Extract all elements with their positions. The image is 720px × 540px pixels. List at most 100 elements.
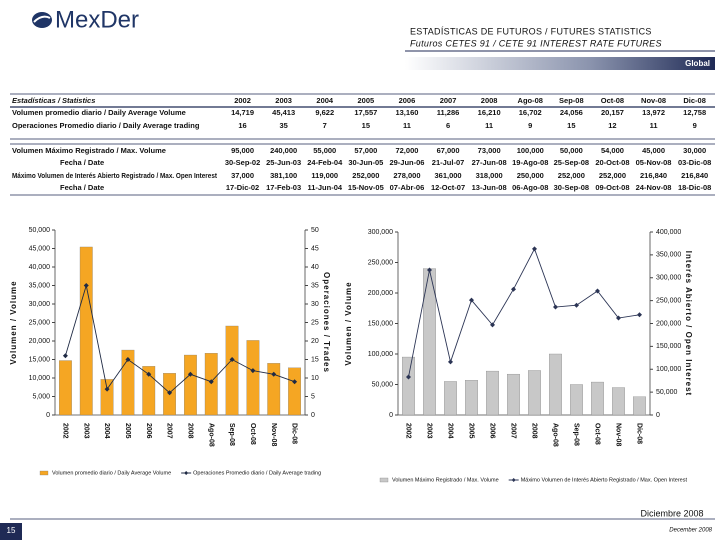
y2-tick-label: 300,000 xyxy=(656,275,681,282)
marker xyxy=(574,302,579,308)
x-tick-label: Dic-08 xyxy=(291,423,298,444)
cell: 73,000 xyxy=(478,146,501,155)
cell: 37,000 xyxy=(231,171,254,180)
line xyxy=(408,247,640,378)
cell: 72,000 xyxy=(395,146,418,155)
page-number: 15 xyxy=(7,526,16,535)
marker xyxy=(448,359,453,365)
y-axis-title: Volumen / Volume xyxy=(344,281,353,365)
cell: 252,000 xyxy=(558,171,585,180)
x-tick-label: Dic-08 xyxy=(636,423,643,444)
cell: 16,702 xyxy=(519,108,542,117)
column-header: 2004 xyxy=(316,96,334,105)
bar xyxy=(486,370,499,416)
marker xyxy=(208,379,214,385)
column-header: Sep-08 xyxy=(559,96,584,105)
legend-label: Volumen promedio diario / Daily Average … xyxy=(52,470,171,476)
legend-swatch xyxy=(39,470,49,476)
marker xyxy=(62,353,68,359)
marker xyxy=(146,371,152,377)
y-tick-label: 15,000 xyxy=(29,356,51,363)
x-tick-label: 2005 xyxy=(124,423,131,439)
y-tick-label: 30,000 xyxy=(29,301,51,308)
x-tick-label: Oct-08 xyxy=(249,423,256,445)
cell: 55,000 xyxy=(313,146,336,155)
cell: 19-Ago-08 xyxy=(512,158,548,167)
y2-tick-label: 200,000 xyxy=(656,320,681,327)
row-label: Fecha / Date xyxy=(60,183,104,192)
row-label: Fecha / Date xyxy=(60,158,104,167)
cell: 252,000 xyxy=(352,171,379,180)
cell: 240,000 xyxy=(270,146,297,155)
legend-swatch xyxy=(379,477,389,483)
cell: 6 xyxy=(446,121,450,130)
legend-label: Volumen Máximo Registrado / Max. Volume xyxy=(392,477,499,483)
y2-tick-label: 10 xyxy=(311,375,319,382)
cell: 20,157 xyxy=(601,108,624,117)
x-tick-label: 2007 xyxy=(166,423,173,439)
cell: 12,758 xyxy=(683,108,706,117)
y-axis-title: Volumen / Volume xyxy=(9,280,18,364)
y-tick-label: 200,000 xyxy=(368,290,393,297)
bar xyxy=(591,381,604,416)
cell: 14,719 xyxy=(231,108,254,117)
x-tick-label: 2006 xyxy=(145,423,152,439)
column-header: Ago-08 xyxy=(518,96,543,105)
x-tick-label: Nov-08 xyxy=(615,423,622,446)
y-tick-label: 40,000 xyxy=(29,264,51,271)
bar xyxy=(528,370,541,416)
y-tick-label: 0 xyxy=(389,412,393,419)
y-tick-label: 5,000 xyxy=(32,393,50,400)
row-label: Máximo Volumen de Interés Abierto Regist… xyxy=(12,171,217,180)
bar xyxy=(100,379,114,416)
y-tick-label: 50,000 xyxy=(29,227,51,234)
bar xyxy=(288,367,301,416)
column-header: 2002 xyxy=(234,96,251,105)
y2-tick-label: 400,000 xyxy=(656,229,681,236)
legend-marker xyxy=(184,471,189,475)
y2-tick-label: 20 xyxy=(311,338,319,345)
y-tick-label: 300,000 xyxy=(368,229,393,236)
cell: 54,000 xyxy=(601,146,624,155)
column-header: Estadísticas / Statistics xyxy=(12,96,95,105)
cell: 95,000 xyxy=(231,146,254,155)
tab: Global xyxy=(685,59,710,68)
cell: 67,000 xyxy=(437,146,460,155)
marker xyxy=(406,374,411,380)
bar xyxy=(267,363,281,416)
cell: 24-Feb-04 xyxy=(307,158,343,167)
cell: 17,557 xyxy=(354,108,377,117)
y-tick-label: 150,000 xyxy=(368,320,393,327)
bar xyxy=(549,353,562,416)
y-tick-label: 100,000 xyxy=(368,351,393,358)
cell: 9,622 xyxy=(315,108,334,117)
marker xyxy=(553,304,558,310)
y-tick-label: 10,000 xyxy=(29,375,51,382)
row-label: Volumen promedio diario / Daily Average … xyxy=(12,108,186,117)
x-tick-label: 2008 xyxy=(187,423,194,439)
bar xyxy=(507,373,520,416)
x-tick-label: Ago-08 xyxy=(207,423,214,447)
cell: 05-Nov-08 xyxy=(636,158,672,167)
cell: 30-Sep-02 xyxy=(225,158,260,167)
y-tick-label: 45,000 xyxy=(29,245,51,252)
y2-tick-label: 0 xyxy=(311,412,315,419)
x-tick-label: Ago-08 xyxy=(552,423,559,447)
cell: 29-Jun-06 xyxy=(389,158,424,167)
marker xyxy=(469,297,474,303)
x-tick-label: Sep-08 xyxy=(573,423,580,446)
marker xyxy=(616,315,621,321)
x-tick-label: Nov-08 xyxy=(270,423,277,446)
bar xyxy=(79,246,93,416)
y2-axis-title: Operaciones / Trades xyxy=(322,272,331,373)
legend-label: Operaciones Promedio diario / Daily Aver… xyxy=(193,470,321,476)
cell: 16,210 xyxy=(478,108,501,117)
cell: 09-Oct-08 xyxy=(595,183,629,192)
legend-label: Máximo Volumen de Interés Abierto Regist… xyxy=(521,477,688,483)
logo-swoosh xyxy=(33,15,51,23)
y2-tick-label: 35 xyxy=(311,282,319,289)
y-tick-label: 0 xyxy=(46,412,50,419)
bar xyxy=(465,380,478,416)
cell: 381,100 xyxy=(270,171,297,180)
y2-tick-label: 350,000 xyxy=(656,252,681,259)
